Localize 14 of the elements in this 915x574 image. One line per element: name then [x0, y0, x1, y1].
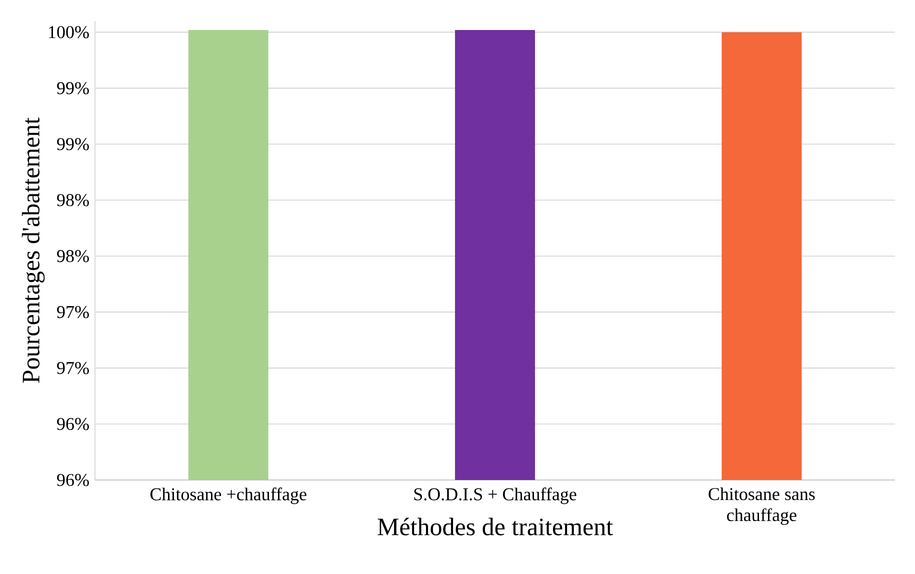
y-tick-label: 97%	[57, 362, 89, 374]
x-tick-label: Chitosane sans chauffage	[708, 488, 815, 525]
y-tick-label: 96%	[57, 474, 89, 486]
y-tick-label: 98%	[57, 194, 89, 206]
y-tick-label: 99%	[57, 138, 89, 150]
y-tick-label: 96%	[57, 418, 89, 430]
x-tick-label: S.O.D.I.S + Chauffage	[414, 488, 576, 504]
y-axis-title: Pourcentages d'abattement	[22, 118, 45, 383]
y-tick-label: 97%	[57, 306, 89, 318]
x-tick-label: Chitosane +chauffage	[150, 488, 306, 504]
x-axis-title: Méthodes de traitement	[378, 518, 613, 536]
y-tick-label: 98%	[57, 250, 89, 262]
y-tick-label: 100%	[49, 26, 89, 38]
y-tick-label: 99%	[57, 82, 89, 94]
